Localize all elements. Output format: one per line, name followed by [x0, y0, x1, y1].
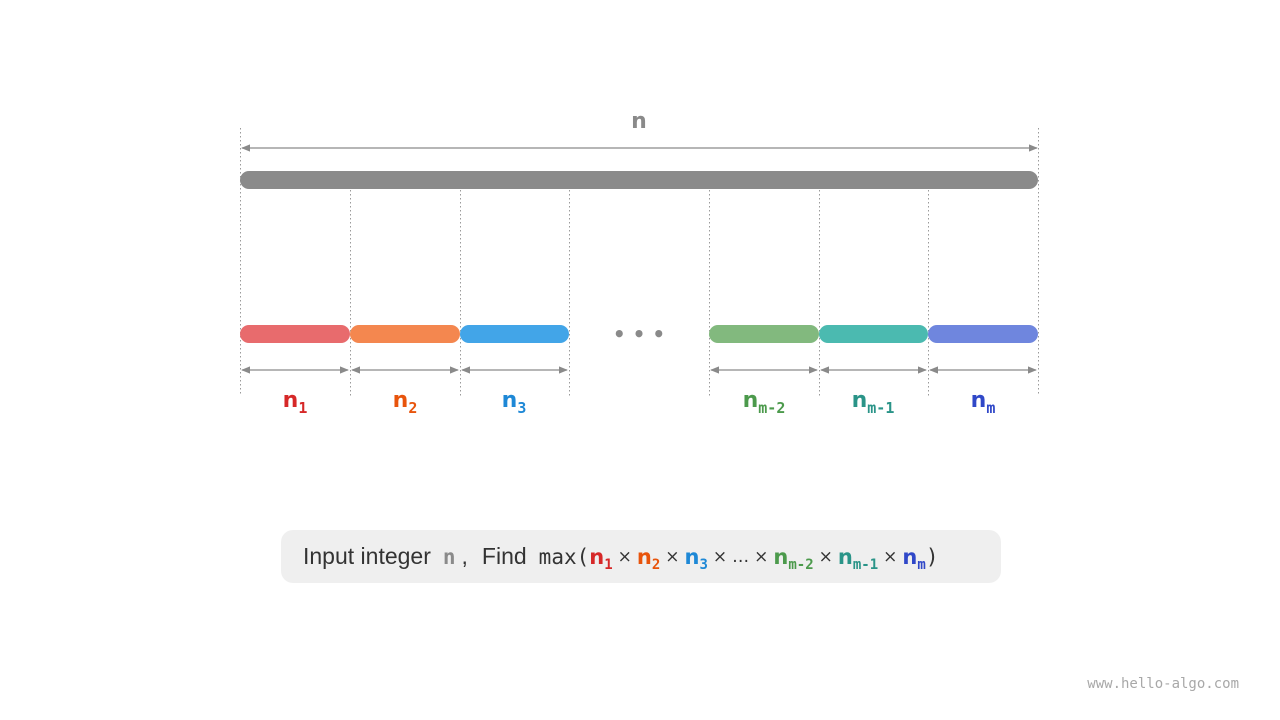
input-variable: n — [442, 544, 456, 569]
part-label-m: nm — [971, 388, 996, 417]
term-nm-2: nm-2 — [773, 544, 814, 573]
problem-statement-box: Input integer n , Find max( n1 × n2 × n3… — [281, 530, 1001, 583]
part-label-m-2: nm-2 — [743, 388, 786, 417]
problem-statement: Input integer n , Find max( n1 × n2 × n3… — [303, 530, 938, 583]
part-bar-m-2 — [709, 325, 819, 343]
times-sign: × — [754, 546, 769, 567]
term-n3: n3 — [684, 544, 708, 573]
formula-ellipsis: … — [732, 546, 750, 567]
part-label-2: n2 — [393, 388, 418, 417]
term-n2: n2 — [636, 544, 661, 573]
term-nm: nm — [902, 544, 926, 573]
times-sign: × — [712, 546, 728, 567]
ellipsis-dots: • • • — [613, 322, 665, 346]
part-bar-3 — [460, 325, 569, 343]
times-sign: × — [665, 546, 680, 567]
term-n1: n1 — [589, 544, 613, 573]
total-bar — [240, 171, 1038, 189]
max-function: max( — [538, 544, 590, 569]
times-sign: × — [617, 546, 632, 567]
term-nm-1: nm-1 — [837, 544, 879, 573]
times-sign: × — [818, 546, 833, 567]
statement-separator: , — [461, 543, 468, 569]
statement-prefix: Input integer — [303, 543, 431, 569]
part-bar-m-1 — [819, 325, 928, 343]
times-sign: × — [883, 546, 898, 567]
part-bar-2 — [350, 325, 460, 343]
part-label-1: n1 — [283, 388, 308, 417]
close-paren: ) — [925, 544, 939, 569]
statement-find: Find — [481, 543, 527, 569]
guide-lines — [240, 128, 1039, 396]
watermark: www.hello-algo.com — [1087, 676, 1239, 692]
part-label-3: n3 — [502, 388, 527, 417]
part-label-m-1: nm-1 — [852, 388, 895, 417]
total-label: n — [631, 109, 647, 134]
part-bar-m — [928, 325, 1038, 343]
part-bar-1 — [240, 325, 350, 343]
